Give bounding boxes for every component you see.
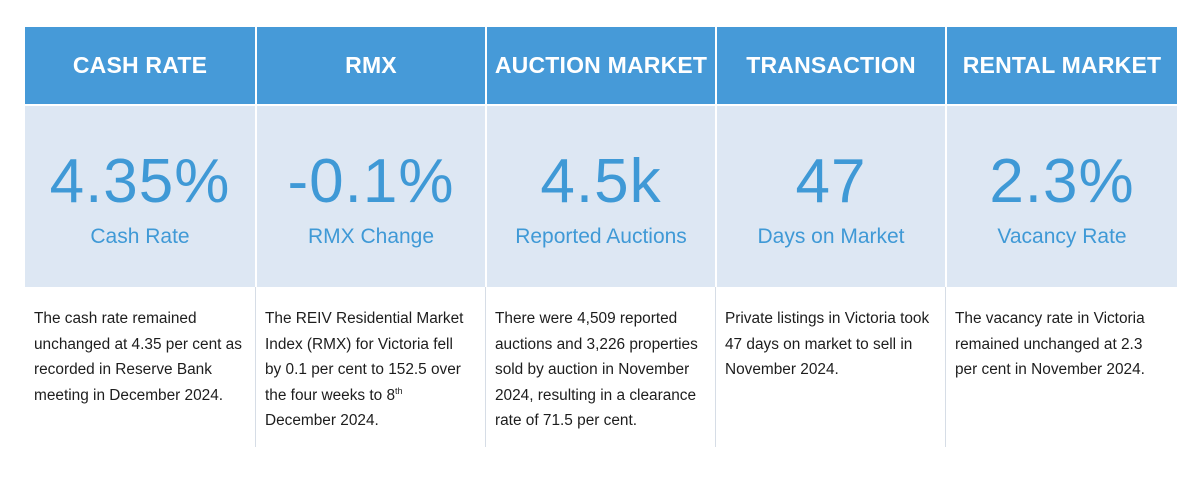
- description-transaction: Private listings in Victoria took 47 day…: [715, 287, 945, 447]
- stat-label-days-on-market: Days on Market: [757, 225, 905, 248]
- stat-label-vacancy-rate: Vacancy Rate: [997, 225, 1127, 248]
- stat-value-rmx: -0.1%: [287, 147, 455, 216]
- stat-value-cash-rate: 4.35%: [49, 147, 231, 216]
- header-transaction: TRANSACTION: [715, 27, 945, 104]
- stat-rental-market: 2.3% Vacancy Rate: [945, 104, 1177, 287]
- stat-label-auctions: Reported Auctions: [515, 225, 687, 248]
- stat-label-rmx: RMX Change: [307, 225, 435, 248]
- stat-auction-market: 4.5k Reported Auctions: [485, 104, 715, 287]
- description-rmx-text: The REIV Residential Market Index (RMX) …: [265, 310, 464, 404]
- stat-cash-rate: 4.35% Cash Rate: [25, 104, 255, 287]
- stat-value-vacancy-rate: 2.3%: [989, 147, 1135, 216]
- ordinal-suffix: th: [395, 385, 403, 396]
- header-rental-market: RENTAL MARKET: [945, 27, 1177, 104]
- header-auction-market: AUCTION MARKET: [485, 27, 715, 104]
- stat-value-days-on-market: 47: [795, 147, 867, 216]
- description-rental-market: The vacancy rate in Victoria remained un…: [945, 287, 1177, 447]
- description-auction-market: There were 4,509 reported auctions and 3…: [485, 287, 715, 447]
- market-summary-table: CASH RATE RMX AUCTION MARKET TRANSACTION…: [25, 27, 1177, 447]
- stat-transaction: 47 Days on Market: [715, 104, 945, 287]
- stat-value-auctions: 4.5k: [540, 147, 662, 216]
- stat-label-cash-rate: Cash Rate: [90, 225, 190, 248]
- description-cash-rate: The cash rate remained unchanged at 4.35…: [34, 310, 242, 404]
- description-rmx: The REIV Residential Market Index (RMX) …: [255, 287, 485, 447]
- header-cash-rate: CASH RATE: [25, 27, 255, 104]
- description-rmx-text-end: December 2024.: [265, 412, 379, 430]
- stat-rmx: -0.1% RMX Change: [255, 104, 485, 287]
- header-rmx: RMX: [255, 27, 485, 104]
